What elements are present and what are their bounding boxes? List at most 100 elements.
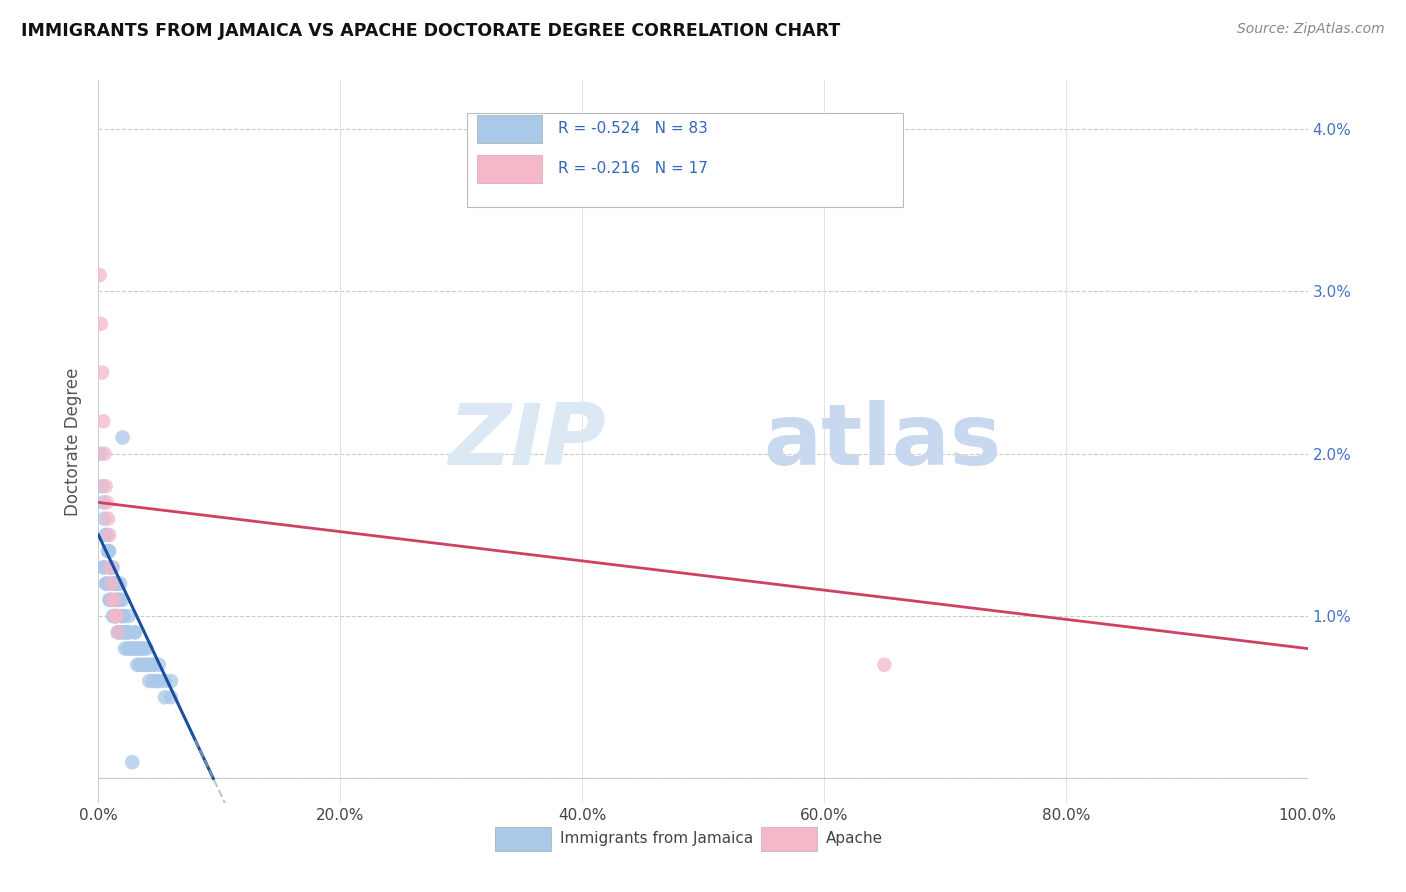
Point (134, 641, 156, 656)
Point (118, 641, 141, 656)
Point (142, 673, 165, 688)
Point (101, 609, 124, 624)
Point (117, 625, 139, 640)
Point (118, 625, 141, 640)
Y-axis label: Doctorate Degree: Doctorate Degree (65, 368, 83, 516)
Point (91, 560, 114, 574)
FancyBboxPatch shape (467, 112, 903, 207)
Point (96, 528, 118, 542)
Point (93, 560, 115, 574)
Point (129, 641, 152, 656)
Point (148, 657, 170, 672)
Point (107, 625, 129, 640)
Point (104, 576, 127, 591)
Point (111, 625, 134, 640)
Point (91, 495, 114, 509)
Point (112, 609, 135, 624)
Point (93, 447, 115, 461)
Point (110, 609, 132, 624)
Text: Apache: Apache (827, 831, 883, 847)
Point (100, 560, 122, 574)
Point (127, 657, 149, 672)
Point (107, 625, 129, 640)
Point (100, 560, 122, 574)
Text: Immigrants from Jamaica: Immigrants from Jamaica (561, 831, 754, 847)
FancyBboxPatch shape (761, 827, 817, 851)
Point (98, 592, 121, 607)
Point (153, 690, 176, 705)
Point (100, 560, 122, 574)
Point (153, 673, 176, 688)
Point (135, 657, 157, 672)
Point (108, 576, 131, 591)
Point (89, 268, 111, 282)
Point (160, 673, 183, 688)
Point (91, 479, 114, 493)
Point (108, 592, 131, 607)
Point (94, 479, 117, 493)
Point (94, 528, 117, 542)
Point (105, 609, 128, 624)
Text: atlas: atlas (763, 400, 1001, 483)
Point (100, 576, 122, 591)
Point (104, 609, 127, 624)
Point (101, 560, 124, 574)
Point (121, 755, 143, 769)
Point (129, 641, 152, 656)
Point (124, 625, 146, 640)
Point (101, 592, 124, 607)
Text: IMMIGRANTS FROM JAMAICA VS APACHE DOCTORATE DEGREE CORRELATION CHART: IMMIGRANTS FROM JAMAICA VS APACHE DOCTOR… (21, 22, 841, 40)
Point (110, 625, 132, 640)
Point (108, 625, 131, 640)
Point (96, 495, 118, 509)
Point (127, 641, 149, 656)
Point (100, 592, 122, 607)
Point (96, 576, 118, 591)
Point (93, 511, 115, 525)
Point (142, 657, 165, 672)
Point (114, 641, 136, 656)
Point (104, 576, 127, 591)
Point (124, 625, 146, 640)
Point (98, 544, 121, 558)
Point (108, 625, 131, 640)
Point (121, 641, 143, 656)
Point (121, 641, 143, 656)
Point (134, 657, 156, 672)
Point (118, 609, 141, 624)
Point (138, 673, 160, 688)
Point (94, 576, 117, 591)
Point (115, 625, 138, 640)
Point (90, 317, 112, 331)
Point (114, 625, 136, 640)
Point (145, 673, 167, 688)
Point (138, 657, 160, 672)
Point (105, 609, 128, 624)
Text: Source: ZipAtlas.com: Source: ZipAtlas.com (1237, 22, 1385, 37)
Point (111, 609, 134, 624)
FancyBboxPatch shape (477, 115, 543, 143)
Point (135, 641, 157, 656)
Point (100, 592, 122, 607)
Point (103, 609, 125, 624)
Point (124, 641, 146, 656)
Point (100, 560, 122, 574)
Point (104, 609, 127, 624)
Point (97, 544, 120, 558)
Point (160, 690, 183, 705)
Point (108, 592, 131, 607)
FancyBboxPatch shape (477, 154, 543, 183)
Point (117, 641, 139, 656)
FancyBboxPatch shape (495, 827, 551, 851)
Point (107, 592, 129, 607)
Point (128, 641, 150, 656)
Text: ZIP: ZIP (449, 400, 606, 483)
Point (135, 657, 157, 672)
Point (131, 657, 153, 672)
Point (107, 576, 129, 591)
Point (103, 576, 125, 591)
Point (101, 576, 124, 591)
Point (97, 576, 120, 591)
Point (142, 657, 165, 672)
Point (128, 657, 150, 672)
